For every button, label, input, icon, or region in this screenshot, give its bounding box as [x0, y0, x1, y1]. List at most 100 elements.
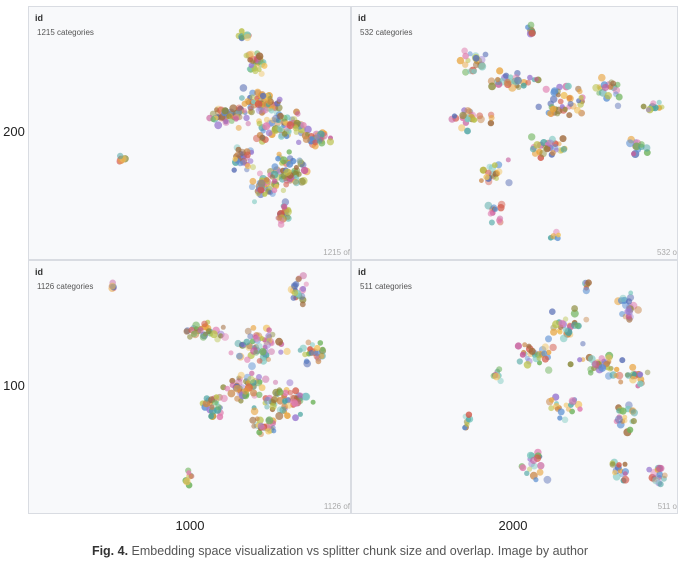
- embedding-point: [283, 168, 292, 176]
- panel-footer-count: 1215 of: [323, 248, 350, 257]
- embedding-point: [243, 114, 250, 122]
- embedding-point: [605, 354, 613, 362]
- embedding-point: [271, 187, 278, 194]
- embedding-point: [626, 139, 634, 148]
- scatter-panel-200-2000[interactable]: id 532 categories 532 o: [351, 6, 678, 260]
- embedding-point: [482, 51, 489, 58]
- embedding-point: [571, 321, 579, 329]
- embedding-point: [253, 349, 260, 356]
- embedding-point: [626, 426, 634, 433]
- embedding-point: [619, 294, 627, 303]
- embedding-point: [557, 408, 565, 416]
- embedding-point: [537, 154, 545, 161]
- embedding-point: [257, 179, 266, 188]
- embedding-point: [272, 178, 278, 184]
- embedding-point: [263, 177, 270, 183]
- embedding-point: [223, 119, 229, 125]
- embedding-point: [259, 424, 266, 431]
- embedding-point: [604, 92, 612, 100]
- embedding-point: [614, 415, 623, 424]
- embedding-point: [656, 99, 662, 105]
- embedding-point: [254, 100, 263, 108]
- embedding-point: [292, 125, 299, 132]
- embedding-point: [255, 106, 264, 115]
- embedding-point: [239, 95, 245, 101]
- embedding-point: [235, 124, 242, 131]
- embedding-point: [556, 232, 561, 238]
- embedding-point: [313, 350, 320, 357]
- embedding-point: [286, 160, 294, 168]
- embedding-point: [464, 421, 470, 427]
- embedding-point: [302, 135, 310, 143]
- embedding-point: [305, 131, 310, 137]
- embedding-point: [561, 416, 569, 424]
- embedding-point: [645, 107, 651, 113]
- embedding-point: [644, 369, 651, 376]
- scatter-panel-100-1000[interactable]: id 1126 categories 1126 of: [28, 260, 351, 514]
- embedding-point: [292, 280, 300, 288]
- embedding-point: [243, 31, 252, 39]
- embedding-point: [299, 301, 306, 308]
- embedding-point: [296, 139, 302, 145]
- panel-category-count: 532 categories: [360, 28, 413, 37]
- embedding-point: [514, 342, 522, 350]
- scatter-panel-200-1000[interactable]: id 1215 categories 1215 of: [28, 6, 351, 260]
- embedding-point: [251, 99, 256, 105]
- embedding-point: [297, 158, 304, 165]
- embedding-point: [303, 281, 309, 287]
- embedding-point: [523, 361, 532, 369]
- embedding-point: [258, 384, 266, 392]
- embedding-point: [622, 461, 628, 467]
- embedding-point: [541, 350, 548, 357]
- embedding-point: [272, 114, 280, 123]
- embedding-point: [610, 80, 617, 87]
- embedding-point: [285, 402, 293, 409]
- embedding-point: [640, 103, 647, 110]
- embedding-point: [563, 402, 569, 408]
- embedding-point: [557, 415, 563, 421]
- embedding-point: [625, 298, 633, 305]
- embedding-point: [650, 100, 657, 107]
- embedding-point: [117, 152, 124, 160]
- embedding-point: [249, 94, 256, 100]
- embedding-point: [308, 350, 315, 356]
- embedding-point: [268, 348, 275, 355]
- embedding-point: [259, 336, 265, 342]
- embedding-point: [465, 416, 472, 423]
- embedding-point: [262, 191, 268, 197]
- embedding-point: [205, 328, 212, 335]
- embedding-point: [236, 352, 243, 360]
- embedding-point: [514, 76, 522, 85]
- embedding-point: [643, 144, 651, 152]
- embedding-point: [212, 399, 218, 406]
- embedding-point: [275, 412, 284, 420]
- embedding-point: [266, 98, 273, 105]
- embedding-point: [279, 156, 288, 165]
- embedding-point: [660, 475, 667, 482]
- embedding-point: [277, 389, 284, 396]
- embedding-point: [503, 72, 510, 79]
- embedding-point: [533, 141, 541, 149]
- embedding-point: [210, 116, 216, 123]
- embedding-point: [560, 146, 568, 153]
- embedding-point: [251, 423, 257, 429]
- embedding-point: [250, 347, 258, 355]
- embedding-point: [320, 346, 326, 352]
- embedding-point: [548, 397, 555, 403]
- embedding-point: [520, 82, 527, 89]
- embedding-point: [492, 206, 499, 212]
- panel-footer-count: 511 o: [657, 502, 677, 511]
- embedding-point: [619, 357, 626, 364]
- embedding-point: [236, 375, 242, 381]
- embedding-point: [264, 404, 270, 410]
- embedding-point: [239, 341, 245, 348]
- embedding-point: [276, 96, 283, 103]
- embedding-point: [221, 107, 229, 115]
- embedding-point: [233, 384, 241, 393]
- embedding-point: [248, 183, 256, 190]
- scatter-panel-100-2000[interactable]: id 511 categories 511 o: [351, 260, 678, 514]
- embedding-point: [574, 322, 581, 329]
- embedding-point: [210, 330, 218, 339]
- embedding-point: [259, 348, 267, 356]
- embedding-point: [580, 341, 586, 347]
